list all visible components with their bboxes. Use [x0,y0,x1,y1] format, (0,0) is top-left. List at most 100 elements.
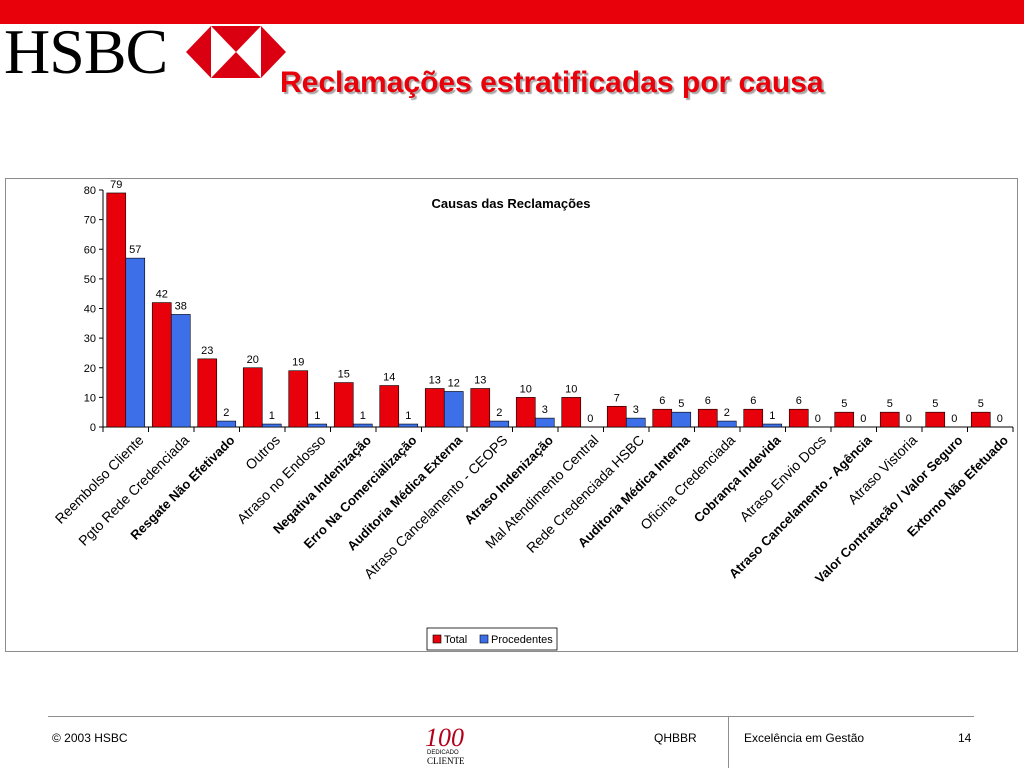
legend-box [426,627,558,651]
bar-total [197,358,218,428]
bar-total [379,385,400,428]
data-label: 0 [997,413,1003,425]
footer-divider [48,716,974,717]
data-label: 5 [932,398,938,410]
bar-procedentes [489,420,510,428]
data-label: 13 [429,374,441,386]
data-label: 6 [659,395,665,407]
data-label: 5 [678,398,684,410]
bar-total [743,408,764,428]
data-label: 0 [951,413,957,425]
bar-procedentes [625,417,646,428]
bar-total [606,405,627,428]
data-label: 2 [724,407,730,419]
bar-total [106,192,127,428]
data-label: 6 [750,395,756,407]
data-label: 3 [542,404,548,416]
footer-tagline: Excelência em Gestão [744,731,865,745]
legend-label: Procedentes [491,634,553,646]
data-label: 5 [841,398,847,410]
footer-copyright: © 2003 HSBC [52,731,128,745]
slide-title: Reclamações estratificadas por causa [280,66,824,99]
bar-total [288,370,309,428]
y-tick-label: 50 [84,274,96,286]
data-label: 1 [314,410,320,422]
dedicado-cliente-badge-icon: 100 DEDICADO CLIENTE [425,723,465,766]
legend-label: Total [444,634,467,646]
y-tick-label: 40 [84,304,96,316]
bar-total [925,411,946,428]
data-label: 12 [448,377,460,389]
hsbc-hexagon-icon [186,26,286,78]
bar-total [879,411,900,428]
legend-swatch [432,634,442,644]
bar-procedentes [716,420,737,428]
data-label: 79 [110,179,122,191]
x-category-label: Outros [242,432,283,473]
bar-procedentes [398,423,419,428]
data-label: 1 [405,410,411,422]
data-label: 6 [796,395,802,407]
data-label: 2 [496,407,502,419]
badge-number: 100 [425,723,464,752]
bar-total [788,408,809,428]
data-label: 0 [815,413,821,425]
bar-procedentes [762,423,783,428]
bar-total [470,388,491,428]
data-label: 14 [383,372,395,384]
y-tick-label: 0 [90,422,96,434]
data-label: 57 [129,244,141,256]
y-tick-label: 10 [84,392,96,404]
data-label: 42 [156,289,168,301]
footer-vertical-divider [728,716,729,768]
bar-total [151,302,172,428]
data-label: 1 [769,410,775,422]
data-label: 6 [705,395,711,407]
data-label: 0 [860,413,866,425]
bar-procedentes [534,417,555,428]
data-label: 1 [360,410,366,422]
footer-code: QHBBR [654,731,697,745]
data-label: 15 [338,369,350,381]
chart-title: Causas das Reclamações [432,196,591,211]
data-label: 10 [565,383,577,395]
x-category-label: Atraso no Endosso [234,432,329,527]
data-label: 2 [223,407,229,419]
data-label: 0 [906,413,912,425]
top-red-bar [0,0,1024,24]
bar-procedentes [671,411,692,428]
bar-procedentes [261,423,282,428]
bar-total [834,411,855,428]
bar-total [697,408,718,428]
legend-swatch [479,634,489,644]
bar-total [561,397,582,428]
bar-procedentes [125,257,146,428]
bar-procedentes [352,423,373,428]
y-tick-label: 20 [84,363,96,375]
y-tick-label: 80 [84,185,96,197]
data-label: 1 [269,410,275,422]
chart-legend: Total Procedentes [426,627,558,651]
data-label: 7 [614,392,620,404]
data-label: 20 [247,354,259,366]
data-label: 10 [520,383,532,395]
data-label: 0 [587,413,593,425]
hsbc-logo-text: HSBC [4,16,168,87]
data-label: 3 [633,404,639,416]
data-label: 5 [978,398,984,410]
data-label: 13 [474,374,486,386]
bar-chart: Causas das Reclamações Total Procedentes … [52,179,1014,651]
bar-total [515,397,536,428]
data-label: 5 [887,398,893,410]
bar-total [652,408,673,428]
bar-total [424,388,445,428]
bar-procedentes [216,420,237,428]
data-label: 23 [201,345,213,357]
footer-page-number: 14 [958,731,972,745]
bar-total [970,411,991,428]
x-category-label: Atraso Envio Docs [736,432,829,525]
bar-total [242,367,263,428]
bar-procedentes [307,423,328,428]
bar-procedentes [170,314,191,428]
data-label: 38 [175,300,187,312]
